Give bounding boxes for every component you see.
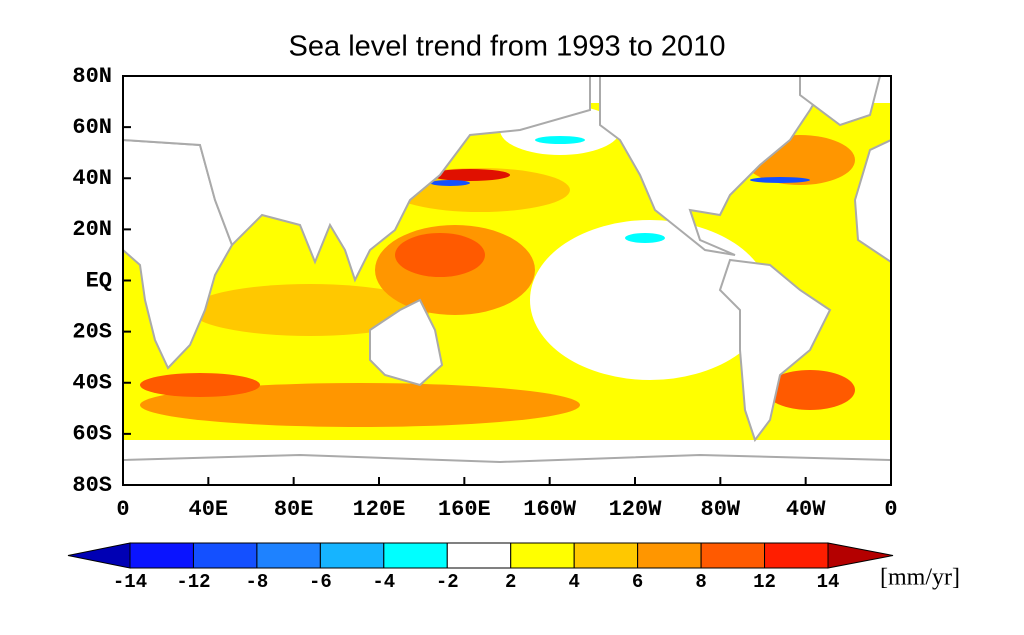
colorbar-box: [446, 542, 512, 569]
ocean-trend: [395, 233, 485, 277]
ocean-trend: [190, 284, 430, 336]
lat-label: 40N: [72, 166, 112, 191]
colorbar-box: [700, 542, 766, 569]
ocean-trend: [625, 233, 665, 243]
ocean-trend: [530, 220, 770, 380]
lat-label: 20S: [72, 319, 112, 344]
lon-label: 160E: [438, 497, 491, 522]
lon-label: 0: [884, 497, 897, 522]
colorbar-label: -6: [309, 571, 332, 593]
antarctica: [122, 453, 892, 486]
lon-label: 40E: [189, 497, 229, 522]
south-america: [718, 258, 832, 443]
colorbar-box: [256, 542, 321, 569]
ocean-trend: [765, 370, 855, 410]
colorbar-label: 8: [695, 571, 706, 593]
australia: [369, 298, 444, 387]
ocean-trend: [750, 177, 810, 183]
lon-label: 0: [116, 497, 129, 522]
ocean-trend: [430, 169, 510, 181]
lon-label: 80W: [701, 497, 741, 522]
colorbar-label: 14: [817, 571, 840, 593]
ocean-trend: [535, 136, 585, 144]
lon-label: 80E: [274, 497, 314, 522]
colorbar-box: [129, 542, 194, 569]
lat-label: 80S: [72, 473, 112, 498]
land: [122, 75, 892, 486]
colorbar-label: 6: [632, 571, 643, 593]
colorbar-label: -14: [113, 571, 147, 593]
colorbar-extend: [67, 542, 131, 569]
colorbar-label: -12: [176, 571, 210, 593]
lon-label: 40W: [786, 497, 826, 522]
colorbar-box: [192, 542, 258, 569]
eurasia: [122, 75, 591, 283]
lon-label: 120W: [609, 497, 663, 522]
lat-label: 40S: [72, 371, 112, 396]
colorbar-box: [319, 542, 385, 569]
colorbar-box: [764, 542, 829, 569]
colorbar-label: 12: [753, 571, 776, 593]
lat-label: 20N: [72, 217, 112, 242]
colorbar-box: [637, 542, 702, 569]
north-america: [599, 75, 832, 256]
lon-label: 120E: [353, 497, 406, 522]
lat-label: 60S: [72, 422, 112, 447]
lat-label: 80N: [72, 64, 112, 89]
lat-label: EQ: [86, 268, 112, 293]
colorbar-label: -4: [372, 571, 395, 593]
colorbar-label: -8: [246, 571, 269, 593]
colorbar-label: 4: [568, 571, 579, 593]
colorbar-unit: [mm/yr]: [880, 565, 960, 591]
ocean-trend: [140, 383, 580, 427]
map-title: Sea level trend from 1993 to 2010: [289, 31, 726, 63]
lon-label: 160W: [523, 497, 577, 522]
colorbar-box: [573, 542, 639, 569]
ocean-trend: [430, 180, 470, 186]
colorbar-box: [383, 542, 448, 569]
colorbar-label: 2: [505, 571, 516, 593]
lat-label: 60N: [72, 115, 112, 140]
colorbar-label: -2: [436, 571, 459, 593]
colorbar-extend: [827, 542, 894, 569]
ocean-trend: [140, 373, 260, 397]
colorbar-box: [510, 542, 575, 569]
